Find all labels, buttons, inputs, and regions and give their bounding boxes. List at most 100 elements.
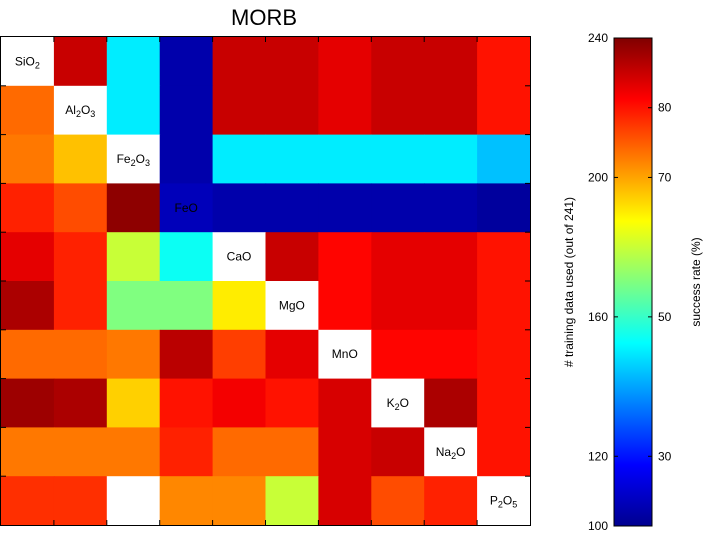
colorbar-left-tick-label: 200 xyxy=(588,170,608,184)
heatmap-cell-K2O-SiO2 xyxy=(1,378,55,428)
heatmap-cell-MnO-Al2O3 xyxy=(53,329,108,380)
heatmap-cell-Na2O-P2O5 xyxy=(477,427,531,477)
heatmap-cell-K2O-Fe2O3 xyxy=(106,378,161,428)
heatmap-cell-Fe2O3-MnO xyxy=(318,134,372,184)
colorbar-left-label: # training data used (out of 241) xyxy=(562,197,576,367)
heatmap-cell-P2O5-FeO xyxy=(159,476,214,526)
heatmap-cell-FeO-Fe2O3 xyxy=(106,183,161,233)
heatmap-cell-CaO-Al2O3 xyxy=(53,232,108,282)
heatmap-cell-MgO-SiO2 xyxy=(1,281,55,331)
heatmap-cell-Na2O-K2O xyxy=(371,427,425,477)
heatmap-cell-K2O-Al2O3 xyxy=(53,378,108,428)
heatmap-cell-K2O-P2O5 xyxy=(477,378,531,428)
heatmap-cell-Fe2O3-Al2O3 xyxy=(53,134,108,184)
heatmap-cell-Fe2O3-CaO xyxy=(212,134,267,184)
heatmap-cell-FeO-MgO xyxy=(265,183,319,233)
heatmap-cell-MgO-Fe2O3 xyxy=(106,281,161,331)
heatmap-cell-Al2O3-MnO xyxy=(318,85,372,136)
heatmap-cell-SiO2-Fe2O3 xyxy=(106,37,161,87)
diagonal-label-k2o: K2O xyxy=(387,396,409,412)
diagonal-label-sio2: SiO2 xyxy=(15,54,40,70)
heatmap-cell-FeO-P2O5 xyxy=(477,183,531,233)
diagonal-label-na2o: Na2O xyxy=(436,445,466,461)
heatmap-cell-P2O5-K2O xyxy=(371,476,425,526)
heatmap-cell-Al2O3-FeO xyxy=(159,85,214,136)
heatmap-cell-MgO-MnO xyxy=(318,281,372,331)
heatmap-cell-CaO-Na2O xyxy=(424,232,478,282)
heatmap-cell-Na2O-FeO xyxy=(159,427,214,477)
heatmap-cell-Fe2O3-MgO xyxy=(265,134,319,184)
heatmap-cell-Na2O-Fe2O3 xyxy=(106,427,161,477)
heatmap-cell-Al2O3-K2O xyxy=(371,85,425,136)
diagonal-label-mno: MnO xyxy=(332,347,358,361)
heatmap-cell-Fe2O3-K2O xyxy=(371,134,425,184)
heatmap-cell-MnO-SiO2 xyxy=(1,329,55,380)
heatmap-cell-MgO-Na2O xyxy=(424,281,478,331)
heatmap-cell-K2O-Na2O xyxy=(424,378,478,428)
heatmap-cell-MgO-Al2O3 xyxy=(53,281,108,331)
heatmap-cell-P2O5-Al2O3 xyxy=(53,476,108,526)
heatmap-cell-Fe2O3-P2O5 xyxy=(477,134,531,184)
heatmap-cell-FeO-Al2O3 xyxy=(53,183,108,233)
heatmap-cell-CaO-MgO xyxy=(265,232,319,282)
chart-title: MORB xyxy=(231,5,297,30)
diagonal-label-mgo: MgO xyxy=(279,298,305,312)
heatmap-cell-SiO2-MnO xyxy=(318,37,372,87)
heatmap-cell-MnO-K2O xyxy=(371,329,425,380)
heatmap-cell-MnO-Na2O xyxy=(424,329,478,380)
heatmap-cells xyxy=(1,37,531,526)
heatmap-cell-FeO-MnO xyxy=(318,183,372,233)
heatmap-cell-SiO2-P2O5 xyxy=(477,37,531,87)
colorbar-right-label: success rate (%) xyxy=(689,237,703,326)
heatmap-cell-K2O-K2O xyxy=(371,378,425,428)
heatmap-cell-MnO-P2O5 xyxy=(477,329,531,380)
heatmap-cell-MgO-P2O5 xyxy=(477,281,531,331)
heatmap-cell-CaO-P2O5 xyxy=(477,232,531,282)
heatmap-cell-MnO-FeO xyxy=(159,329,214,380)
heatmap-cell-Na2O-CaO xyxy=(212,427,267,477)
heatmap-cell-SiO2-Al2O3 xyxy=(53,37,108,87)
heatmap-cell-CaO-Fe2O3 xyxy=(106,232,161,282)
plot-frame xyxy=(0,36,531,526)
heatmap-cell-Na2O-SiO2 xyxy=(1,427,55,477)
heatmap-cell-Al2O3-Fe2O3 xyxy=(106,85,161,136)
heatmap-cell-P2O5-Fe2O3 xyxy=(106,476,161,526)
heatmap-cell-Al2O3-CaO xyxy=(212,85,267,136)
heatmap-cell-K2O-FeO xyxy=(159,378,214,428)
colorbar-right-tick-label: 50 xyxy=(658,310,672,324)
heatmap-cell-MgO-CaO xyxy=(212,281,267,331)
heatmap-cell-Al2O3-P2O5 xyxy=(477,85,531,136)
heatmap-cell-Na2O-MnO xyxy=(318,427,372,477)
colorbar-right-tick-label: 70 xyxy=(658,170,672,184)
heatmap-cell-MgO-K2O xyxy=(371,281,425,331)
colorbar-left-tick-label: 240 xyxy=(588,31,608,45)
heatmap-cell-MnO-MgO xyxy=(265,329,319,380)
heatmap-cell-MgO-MgO xyxy=(265,281,319,331)
diagonal-label-cao: CaO xyxy=(227,250,252,264)
heatmap-cell-FeO-Na2O xyxy=(424,183,478,233)
heatmap-cell-Fe2O3-Na2O xyxy=(424,134,478,184)
heatmap-cell-SiO2-FeO xyxy=(159,37,214,87)
heatmap-cell-Al2O3-Al2O3 xyxy=(53,85,108,136)
heatmap-cell-Al2O3-MgO xyxy=(265,85,319,136)
heatmap-cell-CaO-CaO xyxy=(212,232,267,282)
heatmap-cell-SiO2-MgO xyxy=(265,37,319,87)
heatmap-cell-P2O5-SiO2 xyxy=(1,476,55,526)
heatmap-cell-P2O5-P2O5 xyxy=(477,476,531,526)
colorbar-ticks: 100 120 160 200 240 30 50 70 80 xyxy=(588,31,672,533)
diagonal-label-fe2o3: Fe2O3 xyxy=(117,152,150,168)
heatmap-cell-FeO-CaO xyxy=(212,183,267,233)
heatmap-cell-P2O5-Na2O xyxy=(424,476,478,526)
colorbar-left-tick-label: 120 xyxy=(588,449,608,463)
heatmap-cell-FeO-K2O xyxy=(371,183,425,233)
heatmap-cell-SiO2-K2O xyxy=(371,37,425,87)
diagonal-labels: SiO2 Al2O3 Fe2O3 FeO CaO MgO MnO K2O Na2O P2O5 xyxy=(15,54,517,509)
heatmap-cell-CaO-SiO2 xyxy=(1,232,55,282)
heatmap-cell-Na2O-Al2O3 xyxy=(53,427,108,477)
heatmap-cell-CaO-FeO xyxy=(159,232,214,282)
diagonal-label-p2o5: P2O5 xyxy=(490,494,517,510)
heatmap-cell-Al2O3-Na2O xyxy=(424,85,478,136)
heatmap-cell-MnO-MnO xyxy=(318,329,372,380)
colorbar-left-tick-label: 100 xyxy=(588,519,608,533)
heatmap-cell-P2O5-CaO xyxy=(212,476,267,526)
